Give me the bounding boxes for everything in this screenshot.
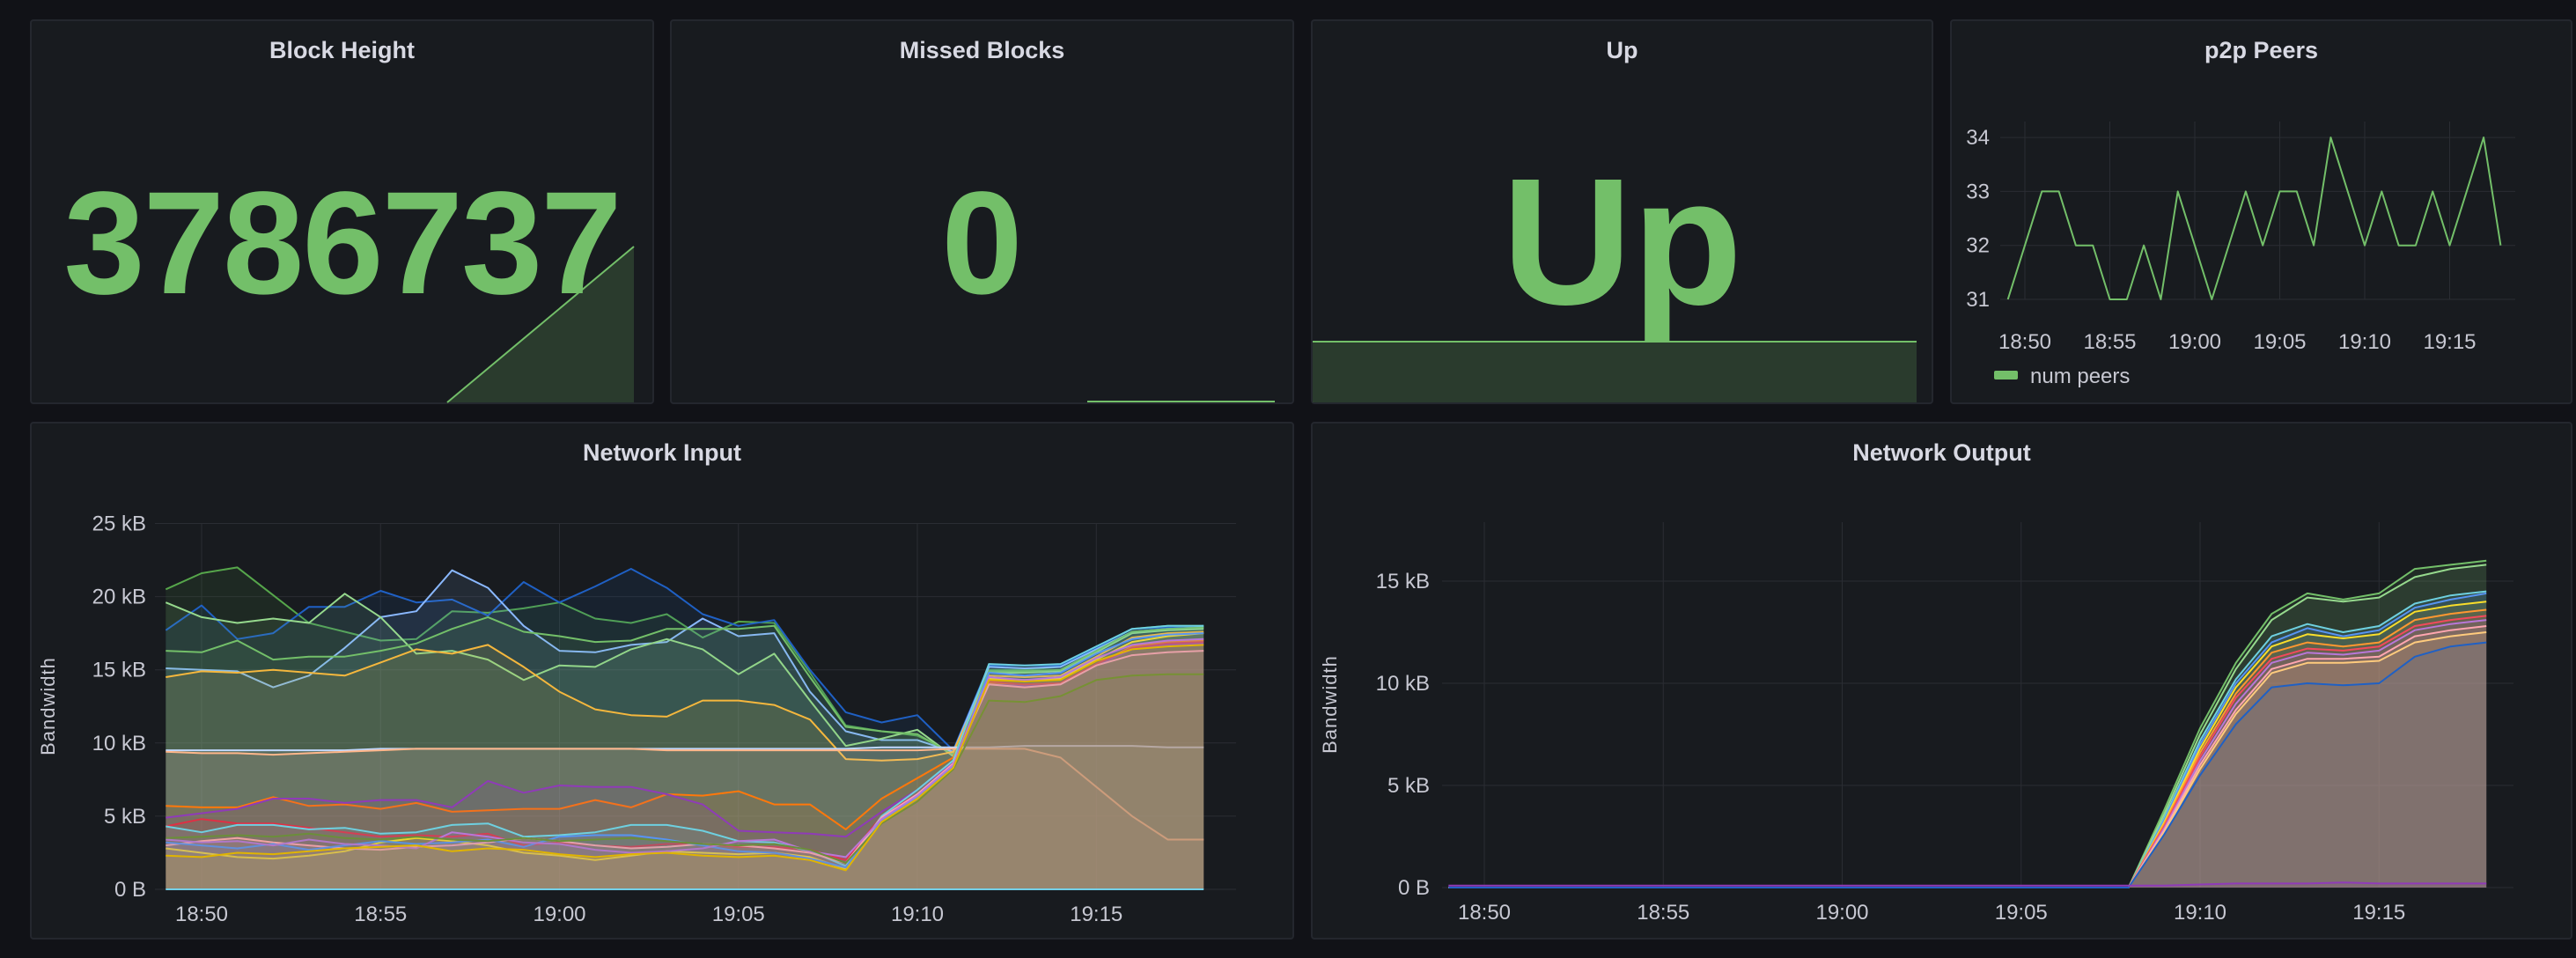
panel-title: p2p Peers xyxy=(2204,37,2319,63)
missed-blocks-value: 0 xyxy=(941,162,1023,325)
network-output-panel[interactable]: Network Output xyxy=(1311,422,2572,940)
network-input-panel[interactable]: Network Input xyxy=(30,422,1294,940)
panel-title: Block Height xyxy=(269,37,416,63)
p2p-peers-panel[interactable]: p2p Peers xyxy=(1950,19,2572,404)
panel-title: Up xyxy=(1606,37,1638,63)
up-panel[interactable]: Up Up xyxy=(1311,19,1933,404)
block-height-value: 3786737 xyxy=(63,162,622,325)
panel-title: Missed Blocks xyxy=(899,37,1065,63)
panel-title: Network Input xyxy=(583,439,741,466)
up-status-value: Up xyxy=(1501,141,1743,343)
missed-blocks-panel[interactable]: Missed Blocks 0 xyxy=(670,19,1294,404)
block-height-panel[interactable]: Block Height 3786737 xyxy=(30,19,654,404)
panel-title: Network Output xyxy=(1852,439,2031,466)
